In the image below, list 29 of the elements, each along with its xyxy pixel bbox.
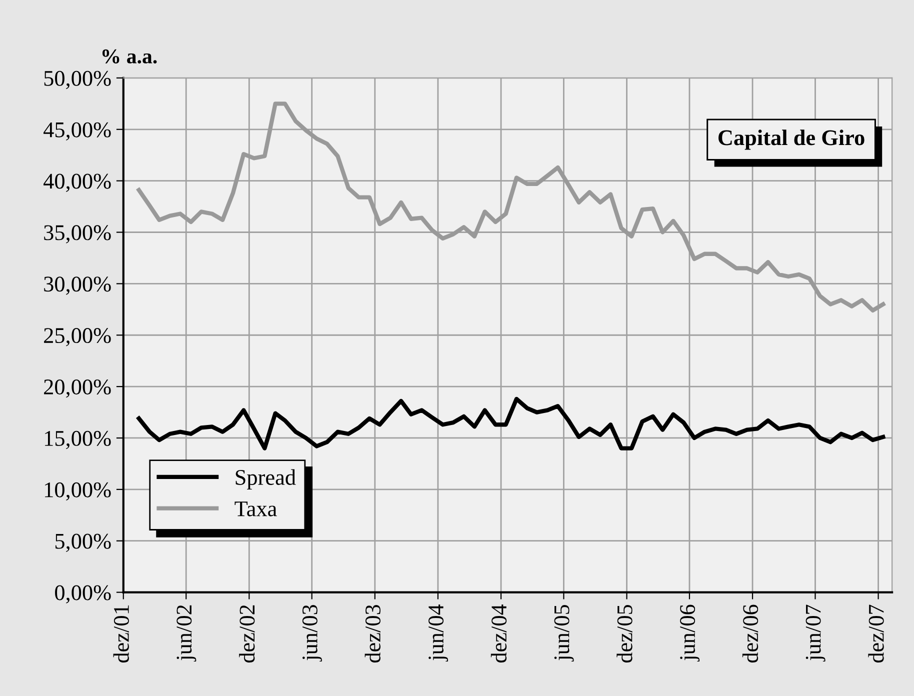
y-tick-label: 25,00% <box>44 328 111 346</box>
y-axis-title: % a.a. <box>102 49 157 64</box>
x-tick-label: dez/03 <box>364 604 380 663</box>
x-tick-label: jun/03 <box>302 604 322 662</box>
y-tick-label: 35,00% <box>44 225 111 244</box>
x-tick-label: dez/05 <box>616 604 632 663</box>
text: Capital de Giro <box>718 130 864 150</box>
x-tick-label: dez/04 <box>490 604 507 663</box>
x-tick-label: jun/04 <box>428 604 448 662</box>
y-tick-label: 10,00% <box>45 482 111 501</box>
x-tick-label: dez/06 <box>742 604 758 663</box>
x-tick-label: dez/07 <box>868 604 884 663</box>
x-tick-label: jun/06 <box>680 604 700 662</box>
y-tick-label: 15,00% <box>45 430 111 450</box>
x-tick-label: jun/02 <box>176 605 196 662</box>
line-series <box>136 396 886 450</box>
y-tick-label: 45,00% <box>44 122 111 141</box>
x-tick-label: dez/01 <box>113 605 129 663</box>
y-tick-label: 50,00% <box>44 70 111 90</box>
legend-label: Spread <box>236 469 296 490</box>
x-tick-label: jun/07 <box>806 604 826 662</box>
y-tick-label: 0,00% <box>55 585 111 604</box>
y-tick-label: 40,00% <box>44 174 111 192</box>
legend-label: Taxa <box>234 502 277 516</box>
y-tick-label: 20,00% <box>44 379 111 398</box>
x-tick-label: jun/05 <box>554 604 574 662</box>
x-tick-label: dez/02 <box>239 605 255 663</box>
y-tick-label: 5,00% <box>55 534 111 552</box>
y-tick-label: 30,00% <box>44 276 111 295</box>
